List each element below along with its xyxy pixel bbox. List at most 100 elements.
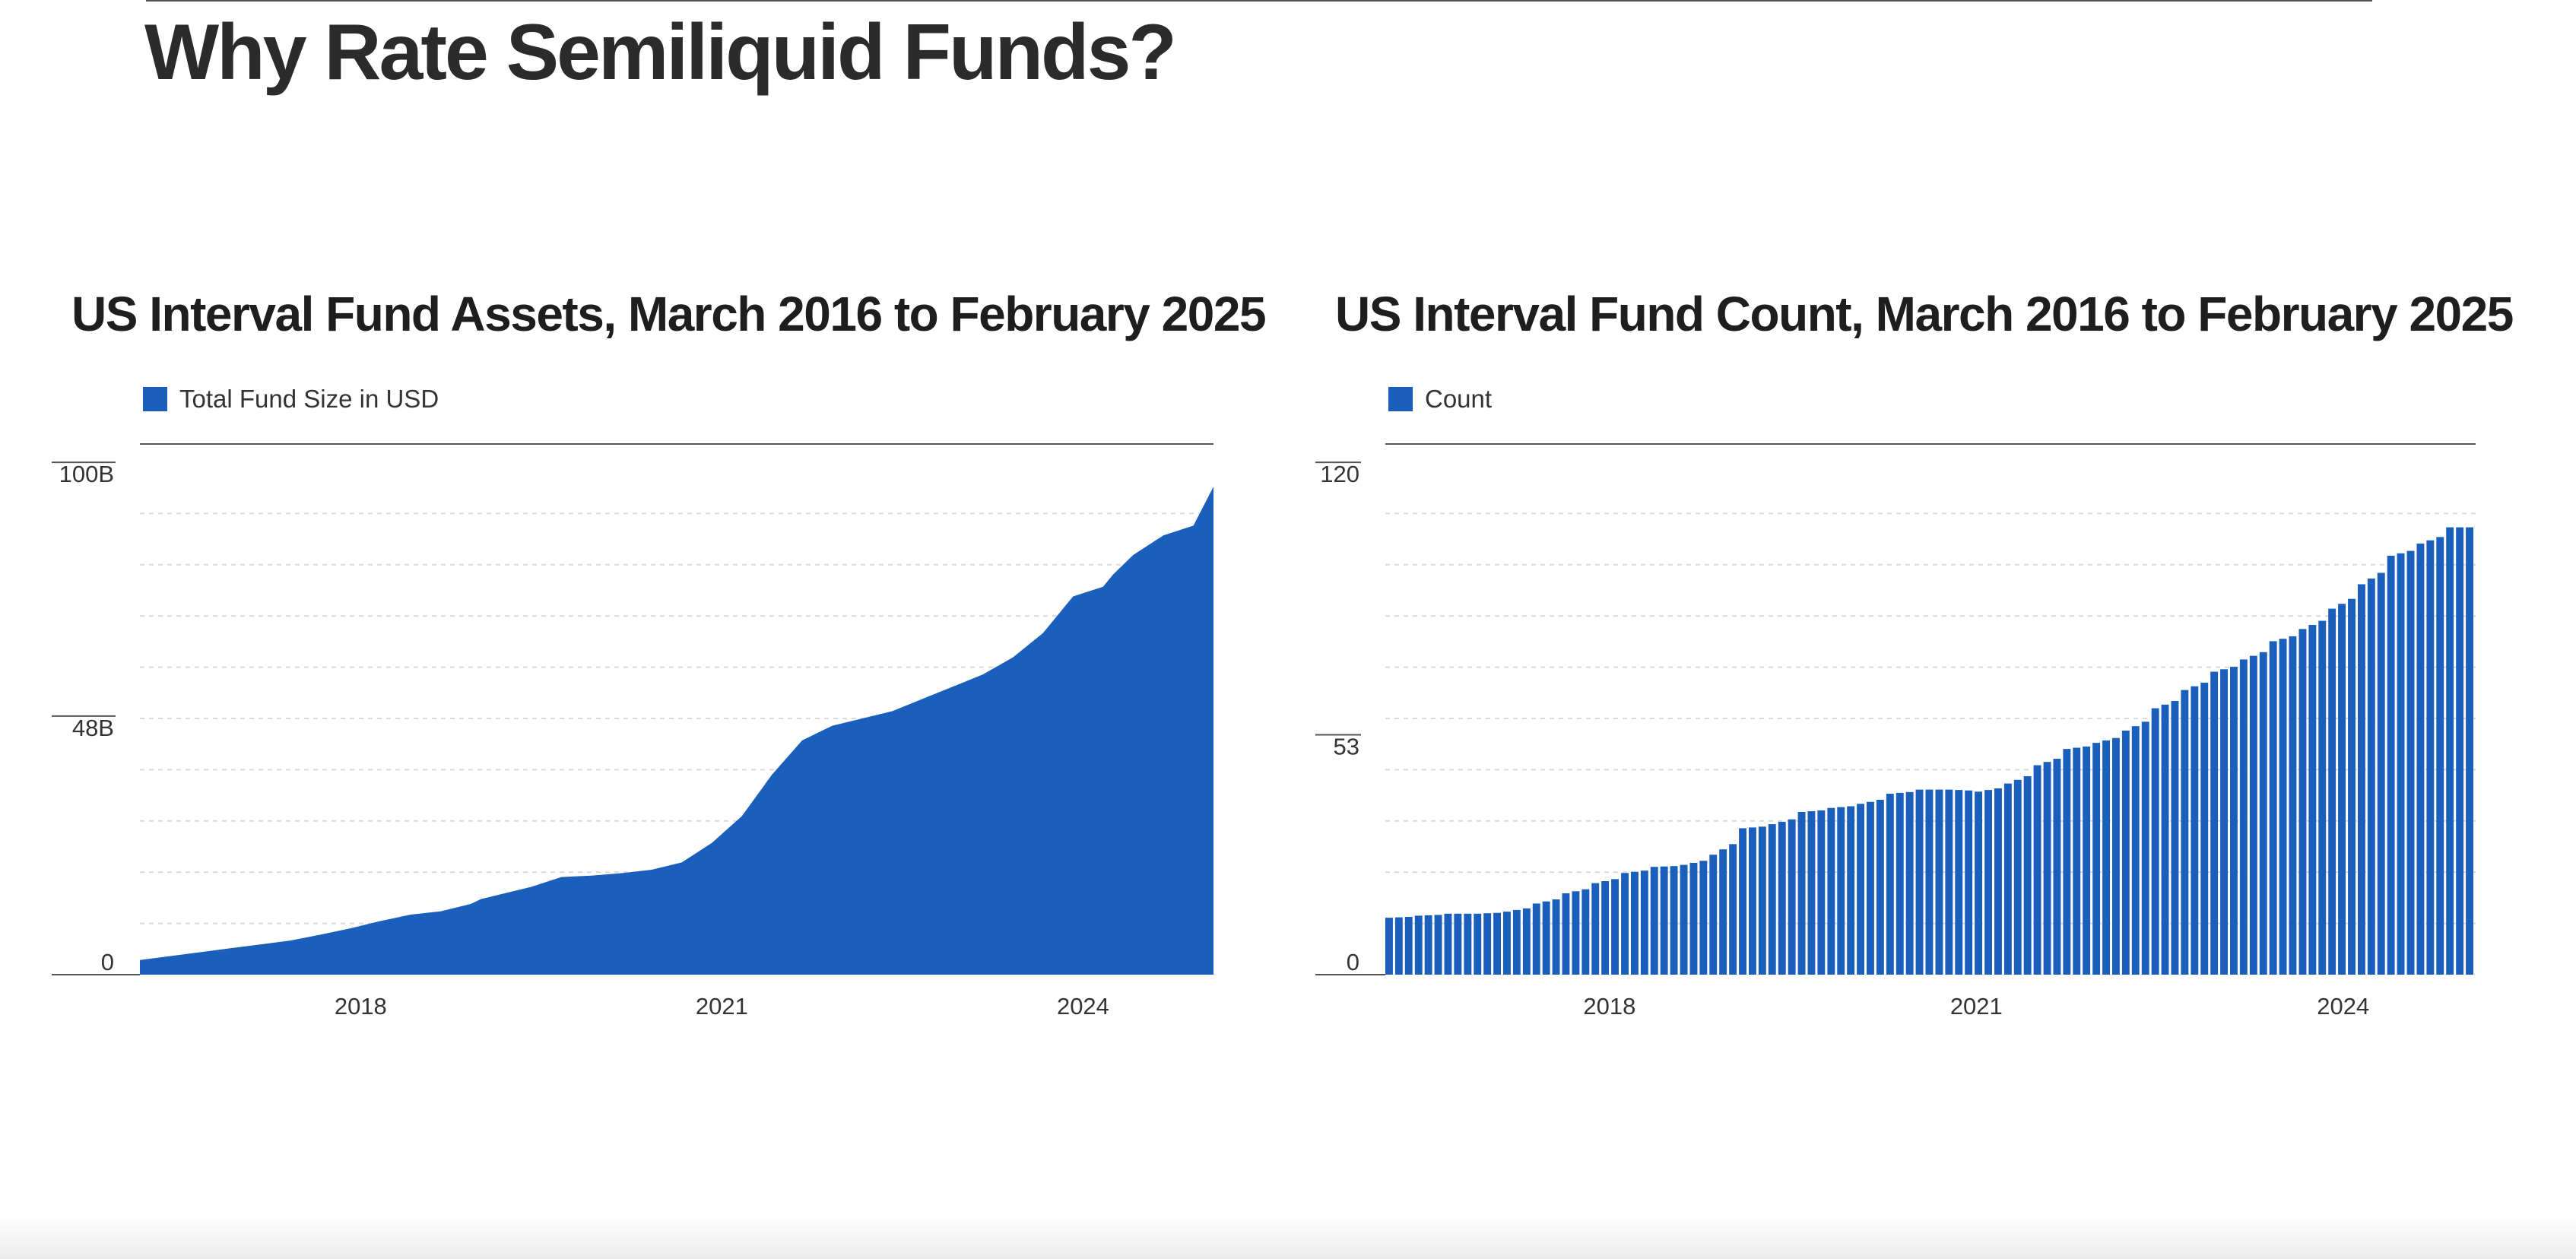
count-bar	[1464, 913, 1472, 975]
count-bar	[2073, 747, 2081, 975]
count-bar	[1631, 871, 1639, 975]
count-bar	[1994, 788, 2002, 975]
count-ytick-label: 53	[1334, 733, 1359, 760]
count-bar	[2013, 779, 2022, 975]
count-bar	[1385, 918, 1393, 975]
count-bar	[1454, 913, 1462, 975]
count-bar	[1768, 824, 1776, 975]
assets-legend-swatch	[143, 387, 167, 411]
assets-chart-legend: Total Fund Size in USD	[143, 385, 439, 414]
count-bar	[1670, 866, 1678, 975]
count-bar	[2348, 598, 2356, 975]
count-bar	[2318, 620, 2327, 975]
count-bar	[2200, 682, 2209, 975]
assets-chart-title: US Interval Fund Assets, March 2016 to F…	[71, 287, 1267, 341]
count-bar	[1572, 891, 1580, 975]
count-bar	[2249, 655, 2257, 975]
count-bar	[1522, 908, 1531, 975]
count-bar	[1483, 913, 1492, 975]
assets-legend-label: Total Fund Size in USD	[179, 385, 439, 413]
count-bar	[1797, 812, 1806, 975]
count-bar	[2338, 604, 2346, 975]
count-bar	[1905, 791, 1914, 975]
count-bar	[2446, 527, 2454, 975]
count-bar	[2279, 639, 2287, 975]
count-bar	[2023, 776, 2032, 975]
count-bar	[1601, 881, 1610, 975]
count-bar	[1857, 804, 1864, 975]
count-bar	[2269, 641, 2277, 975]
count-bar	[1817, 810, 1826, 975]
count-bar	[2397, 553, 2405, 975]
count-bar	[1512, 909, 1521, 975]
count-bar	[1739, 828, 1746, 975]
count-bar	[1984, 790, 1992, 975]
count-bar	[2083, 746, 2091, 975]
count-bar	[1611, 879, 1619, 975]
count-bar	[1493, 912, 1501, 975]
count-bar	[2171, 701, 2179, 975]
assets-ytick-label: 48B	[72, 715, 114, 741]
count-bar	[2063, 749, 2071, 975]
count-bar	[2328, 608, 2336, 975]
count-bar	[2112, 737, 2120, 975]
count-bar	[2308, 625, 2317, 975]
count-bar	[2298, 629, 2307, 975]
count-bar	[1876, 800, 1884, 975]
count-bar	[2230, 667, 2238, 975]
count-bar	[1640, 871, 1648, 975]
count-bar	[1660, 866, 1668, 975]
count-bar	[2220, 669, 2228, 975]
count-bar	[1689, 862, 1698, 975]
count-chart-legend: Count	[1388, 385, 1492, 414]
assets-ytick-label: 0	[101, 949, 114, 975]
count-bar	[2141, 721, 2149, 975]
count-bar	[1414, 915, 1423, 975]
count-bar	[1945, 789, 1953, 975]
count-xtick-label: 2018	[1583, 993, 1635, 1020]
count-bar	[1975, 791, 1982, 975]
count-bar	[2367, 579, 2375, 975]
count-bar	[1965, 790, 1973, 975]
count-legend-swatch	[1388, 387, 1413, 411]
count-bar	[1581, 889, 1590, 975]
count-bar	[1935, 789, 1943, 975]
count-bar	[1680, 864, 1688, 975]
count-bar	[2161, 704, 2169, 975]
count-bar	[1444, 913, 1452, 975]
count-bar	[2121, 731, 2130, 975]
count-bar	[1709, 855, 1718, 975]
count-bar	[1847, 806, 1855, 975]
count-bar-chart: 0 53 120 2018 2021 2024	[1315, 443, 2476, 1020]
count-bar	[2358, 584, 2365, 975]
count-bar	[2406, 550, 2415, 975]
count-bar	[1955, 790, 1963, 975]
slide-title: Why Rate Semiliquid Funds?	[144, 8, 1177, 97]
count-bar	[1404, 917, 1413, 975]
count-bar	[2181, 690, 2189, 975]
count-bar	[1552, 899, 1560, 975]
bottom-band	[0, 1216, 2576, 1259]
count-bar	[1729, 844, 1737, 975]
count-bar	[1896, 792, 1904, 975]
count-bar	[1591, 883, 1600, 975]
count-bar	[2191, 686, 2199, 975]
count-bar	[2131, 726, 2140, 975]
count-bar	[1788, 819, 1796, 975]
count-bar	[1542, 901, 1550, 975]
count-bar	[2436, 537, 2444, 975]
count-bar	[1719, 849, 1727, 975]
count-bar	[2033, 765, 2041, 975]
count-bar	[1503, 912, 1511, 975]
count-bar	[2416, 544, 2425, 975]
count-ytick-label: 0	[1347, 949, 1359, 975]
count-bar	[2259, 652, 2267, 975]
count-xtick-label: 2024	[2317, 993, 2369, 1020]
assets-area-series	[140, 487, 1213, 975]
count-bar	[1474, 913, 1482, 975]
top-rule	[146, 0, 2372, 2]
count-bar	[1621, 873, 1629, 975]
assets-xtick-label: 2021	[696, 993, 748, 1020]
count-bar	[2456, 527, 2464, 975]
